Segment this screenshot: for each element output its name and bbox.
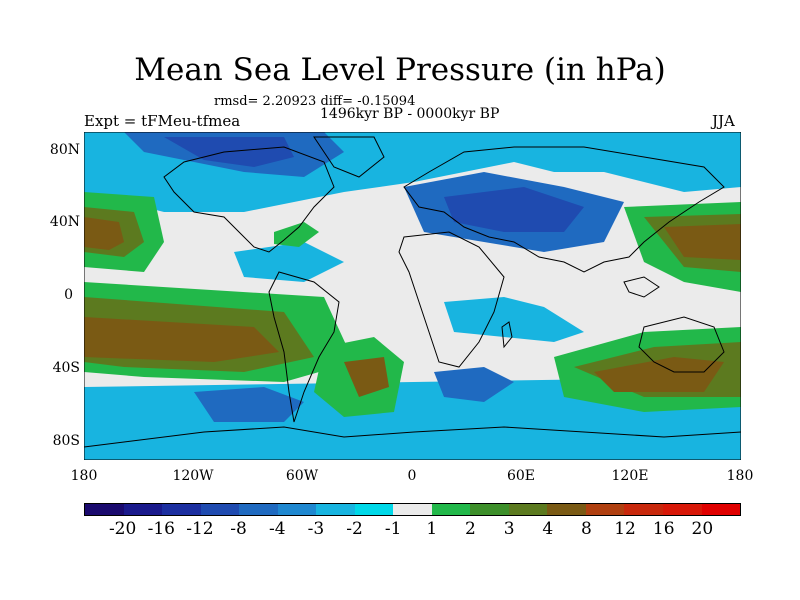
colorbar-box [316, 504, 355, 515]
pressure-map [84, 132, 741, 460]
north-pacific-high-core [84, 217, 124, 250]
colorbar [84, 503, 741, 516]
colorbar-box [508, 504, 548, 515]
indian-high-core [594, 357, 724, 392]
colorbar-labels: -20 -16 -12 -8 -4 -3 -2 -1 1 2 3 4 8 12 16 20 [84, 519, 741, 539]
atlantic-low [234, 242, 344, 282]
colorbar-box [701, 504, 741, 515]
africa-coast [398, 231, 505, 368]
lon-label: 120W [172, 468, 214, 484]
colorbar-tick-label: 1 [426, 519, 438, 539]
eurasia-coast [403, 146, 725, 273]
colorbar-box [547, 504, 586, 515]
asia-low-inner [444, 187, 584, 232]
lat-label: 80N [49, 142, 80, 158]
colorbar-tick-label: 4 [542, 519, 554, 539]
colorbar-tick-label: -8 [230, 519, 247, 539]
north-america-coast [163, 146, 335, 253]
lon-label: 180 [726, 468, 754, 484]
stats-line: rmsd= 2.20923 diff= -0.15094 [214, 94, 416, 109]
period-label: 1496kyr BP - 0000kyr BP [320, 106, 500, 122]
lon-label: 120E [611, 468, 649, 484]
south-indian-low [434, 367, 514, 402]
colorbar-box [470, 504, 509, 515]
lon-label: 60W [285, 468, 319, 484]
atlantic-small-high [274, 222, 319, 247]
colorbar-tick-label: -16 [147, 519, 175, 539]
colorbar-tick-label: 8 [580, 519, 592, 539]
colorbar-tick-label: -1 [384, 519, 402, 539]
lon-label: 180 [70, 468, 98, 484]
colorbar-tick-label: 16 [652, 519, 675, 539]
colorbar-box [393, 504, 432, 515]
colorbar-tick-label: -4 [268, 519, 286, 539]
west-pacific-high-core [664, 224, 741, 260]
south-pacific-low [194, 387, 304, 422]
colorbar-tick-label: 3 [503, 519, 515, 539]
lat-label: 0 [64, 287, 73, 303]
colorbar-box [585, 504, 625, 515]
colorbar-tick-label: 2 [465, 519, 476, 539]
colorbar-tick-label: -12 [186, 519, 214, 539]
season-label: JJA [712, 112, 735, 130]
south-atlantic-high-core [344, 357, 389, 397]
madagascar-coast [501, 321, 513, 349]
greenland-coast [313, 136, 385, 178]
antarctica-coast [84, 426, 741, 448]
lat-label: 40S [52, 360, 80, 376]
colorbar-box [624, 504, 663, 515]
colorbar-box [277, 504, 317, 515]
colorbar-tick-label: 20 [691, 519, 714, 539]
lon-label: 60E [506, 468, 536, 484]
colorbar-box [431, 504, 471, 515]
south-america-coast [268, 271, 340, 423]
lon-label: 0 [407, 468, 417, 484]
colorbar-tick-label: -2 [346, 519, 363, 539]
coastlines [84, 136, 741, 448]
colorbar-tick-label: -3 [307, 519, 325, 539]
colorbar-tick-label: -20 [108, 519, 137, 539]
colorbar-tick-label: 12 [614, 519, 636, 539]
lat-label: 40N [49, 214, 80, 230]
south-pacific-high-core [84, 317, 279, 362]
colorbar-box [200, 504, 240, 515]
indian-ocean-low [444, 297, 584, 342]
map-title: Mean Sea Level Pressure (in hPa) [134, 52, 666, 88]
lat-label: 80S [52, 433, 80, 449]
colorbar-box [162, 504, 201, 515]
colorbar-box [123, 504, 163, 515]
experiment-label: Expt = tFMeu-tfmea [84, 112, 241, 130]
se-asia-islands [623, 276, 660, 298]
colorbar-box [354, 504, 394, 515]
australia-coast [638, 316, 725, 373]
colorbar-box [85, 504, 124, 515]
colorbar-box [662, 504, 702, 515]
colorbar-box [239, 504, 278, 515]
